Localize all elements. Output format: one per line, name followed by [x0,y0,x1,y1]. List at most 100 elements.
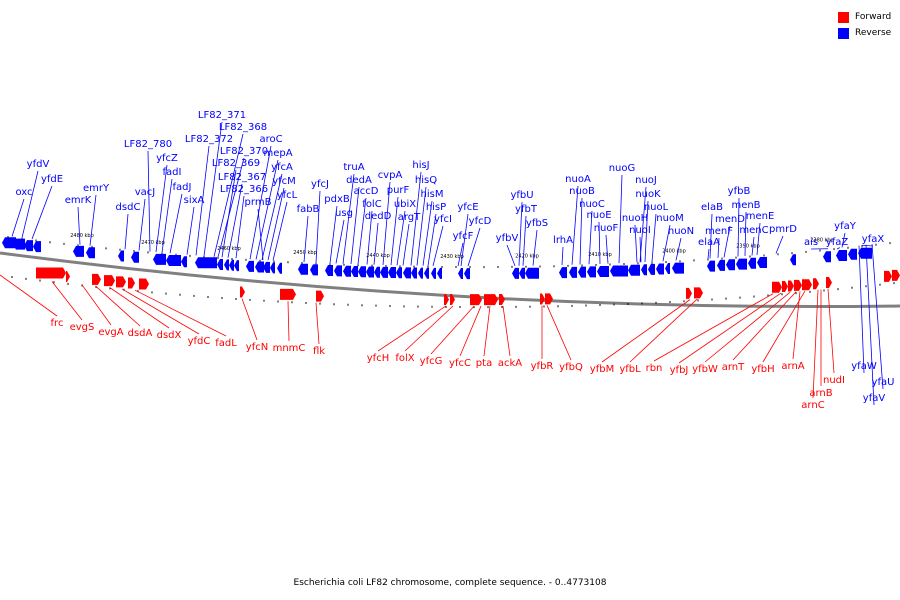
gene-label-emrk: emrK [65,195,92,206]
reverse-gene-block [388,267,396,279]
leader-nuoj [639,186,647,263]
gene-label-yfbu: yfbU [510,190,533,201]
leader-arnt [732,291,797,361]
forward-gene-block [794,279,802,291]
gene-label-dsdc: dsdC [116,202,141,213]
reverse-gene-block [597,265,609,277]
leader-nuoe [598,221,601,264]
reverse-gene-block [310,264,318,276]
gene-label-elaa: elaA [698,237,720,248]
leader-emry [89,194,97,246]
leader-sixa [186,206,195,255]
gene-label-emry: emrY [83,183,110,194]
gene-label-yfcz: yfcZ [156,153,178,164]
gene-label-yfbm: yfbM [590,364,614,375]
gene-label-hisp: hisP [426,202,446,213]
leader-yfde [31,185,53,240]
forward-gene-block [802,279,812,291]
gene-label-yfch: yfcH [367,353,389,364]
reverse-gene-block [131,251,139,263]
gene-label-lf82-366: LF82_366 [220,184,268,195]
reverse-swatch [838,27,849,39]
leader-hism [422,200,433,266]
gene-label-nuof: nuoF [594,223,619,234]
gene-label-yfbq: yfbQ [559,362,583,373]
gene-label-nudi: nudI [823,375,845,386]
gene-label-mend: menD [715,214,745,225]
gene-label-yfde: yfdE [41,174,63,185]
gene-label-sixa: sixA [184,195,205,206]
gene-label-arnt: arnT [722,362,745,373]
leader-cvpa [382,181,391,265]
leader-yfcd [467,227,481,267]
reverse-gene-block [153,253,166,265]
gene-label-elab: elaB [701,202,723,213]
gene-label-ais: ais [804,237,818,248]
forward-gene-block [540,293,545,305]
reverse-gene-block [263,261,270,273]
leader-menf [717,237,720,258]
gene-label-dsdx: dsdX [157,330,182,341]
leader-arnc [812,289,819,399]
gene-label-nuob: nuoB [569,186,595,197]
gene-label-yfbl: yfbL [619,364,641,375]
gene-label-menf: menF [705,226,733,237]
reverse-gene-block [559,267,567,279]
reverse-gene-block [358,266,366,278]
leader-vacj [138,198,146,251]
reverse-gene-block [277,262,282,274]
reverse-gene-block [73,245,84,257]
reverse-gene-block [525,267,539,279]
reverse-gene-block [418,267,423,279]
gene-label-purf: purF [387,185,410,196]
reverse-gene-block [246,260,254,272]
leader-lf82-372 [195,145,210,256]
gene-label-leaders [0,121,884,406]
gene-label-evgs: evgS [70,322,95,333]
leader-yfce [460,213,469,267]
reverse-gene-block [578,266,586,278]
reverse-gene-block [325,265,333,277]
leader-yfbq [546,305,572,361]
leader-fadj [169,193,183,254]
gene-label-folc: folC [362,199,381,210]
gene-label-cvpa: cvpA [378,170,403,181]
leader-lrha [561,246,564,266]
gene-label-yfbw: yfbW [692,364,718,375]
tick-label: 2400 kbp [662,249,686,255]
forward-gene-block [280,288,296,300]
forward-gene-block [450,294,455,305]
leader-nuob [579,197,583,265]
legend-forward-label: Forward [855,12,892,22]
reverse-gene-block [351,265,358,277]
tick-label: 2480 kbp [70,233,94,239]
forward-gene-block [316,290,324,302]
gene-label-ubix: ubiX [394,199,416,210]
reverse-gene-block [707,260,715,272]
reverse-gene-block [836,249,847,261]
leader-nuoc [588,210,593,265]
gene-label-dedd: dedD [365,211,392,222]
gene-label-rbn: rbn [646,363,663,374]
leader-yfcn [241,298,258,341]
reverse-gene-block [424,267,429,279]
leader-lf82-371 [203,121,223,257]
reverse-gene-block [665,263,670,275]
gene-label-lf82-780: LF82_780 [124,139,172,150]
forward-gene-block [139,278,149,290]
reverse-gene-block [270,262,275,274]
leader-mene [756,222,761,256]
gene-label-yfbs: yfbS [526,218,548,229]
leader-lf82-370 [217,157,245,258]
leader-emrk [77,206,81,245]
tick-label: 2380 kbp [810,237,834,243]
gene-label-yfcl: yfcL [277,190,298,201]
leader-yfbj [678,292,782,364]
map-caption: Escherichia coli LF82 chromosome, comple… [293,578,607,588]
gene-label-yfcd: yfcD [469,216,492,227]
leader-menb [744,211,747,256]
gene-label-hisj: hisJ [412,160,429,171]
leader-lf82-369 [221,169,237,258]
